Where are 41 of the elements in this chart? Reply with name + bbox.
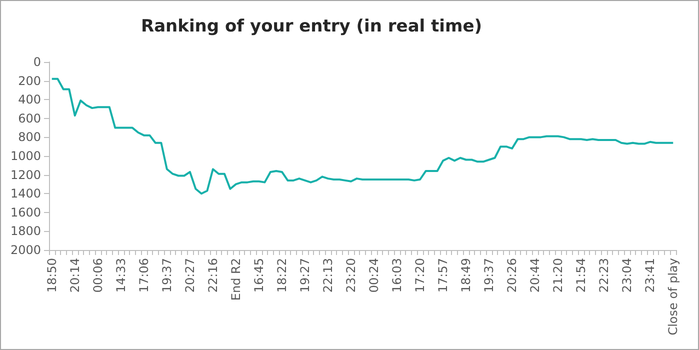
x-tick-label: 22:23	[597, 258, 612, 293]
y-tick-label: 800	[18, 130, 41, 144]
x-tick-label: End R2	[228, 258, 243, 301]
y-tick-label: 400	[18, 92, 41, 107]
x-tick-label: 16:45	[252, 258, 266, 293]
y-tick-label: 2000	[10, 243, 41, 257]
x-tick-label: 17:06	[136, 258, 151, 293]
y-tick-label: 200	[18, 74, 41, 88]
x-tick-label: 14:33	[114, 258, 128, 293]
chart-title: Ranking of your entry (in real time)	[141, 16, 482, 36]
x-tick-label: 23:20	[344, 258, 358, 293]
x-tick-label: 18:49	[459, 258, 474, 293]
x-tick-label: 17:57	[436, 258, 450, 293]
x-tick-label: 19:37	[160, 258, 174, 293]
x-tick-label: 21:54	[574, 258, 588, 293]
y-tick-label: 1800	[10, 224, 41, 238]
x-tick-label: 19:37	[482, 258, 496, 293]
x-tick-label: 20:27	[182, 258, 197, 293]
x-tick-label: 20:44	[528, 258, 542, 293]
line-series	[50, 78, 674, 195]
x-tick-label: 19:27	[298, 258, 312, 293]
x-tick-label: 22:16	[206, 258, 220, 293]
y-tick-label: 600	[18, 111, 41, 126]
x-tick-label: 00:06	[90, 258, 105, 293]
x-tick-label: 23:41	[643, 258, 658, 293]
x-tick-label: 20:26	[505, 258, 520, 293]
x-tick-label: 16:03	[390, 258, 404, 293]
x-tick-label: 18:22	[274, 258, 289, 293]
x-tick-label: 17:20	[413, 258, 428, 293]
y-tick-label: 0	[33, 55, 41, 69]
x-tick-label: 23:04	[620, 258, 634, 293]
y-tick-label: 1000	[10, 149, 41, 163]
x-tick-label: 00:24	[367, 258, 382, 293]
x-tick-label: Close of play	[666, 258, 680, 336]
y-tick-label: 1400	[10, 186, 41, 201]
x-tick-label: 21:20	[551, 258, 566, 293]
y-tick-label: 1600	[10, 205, 41, 220]
y-tick-label: 1200	[10, 168, 41, 182]
x-tick-label: 20:14	[68, 258, 82, 293]
x-tick-label: 22:13	[320, 258, 335, 293]
x-tick-label: 18:50	[44, 258, 59, 293]
